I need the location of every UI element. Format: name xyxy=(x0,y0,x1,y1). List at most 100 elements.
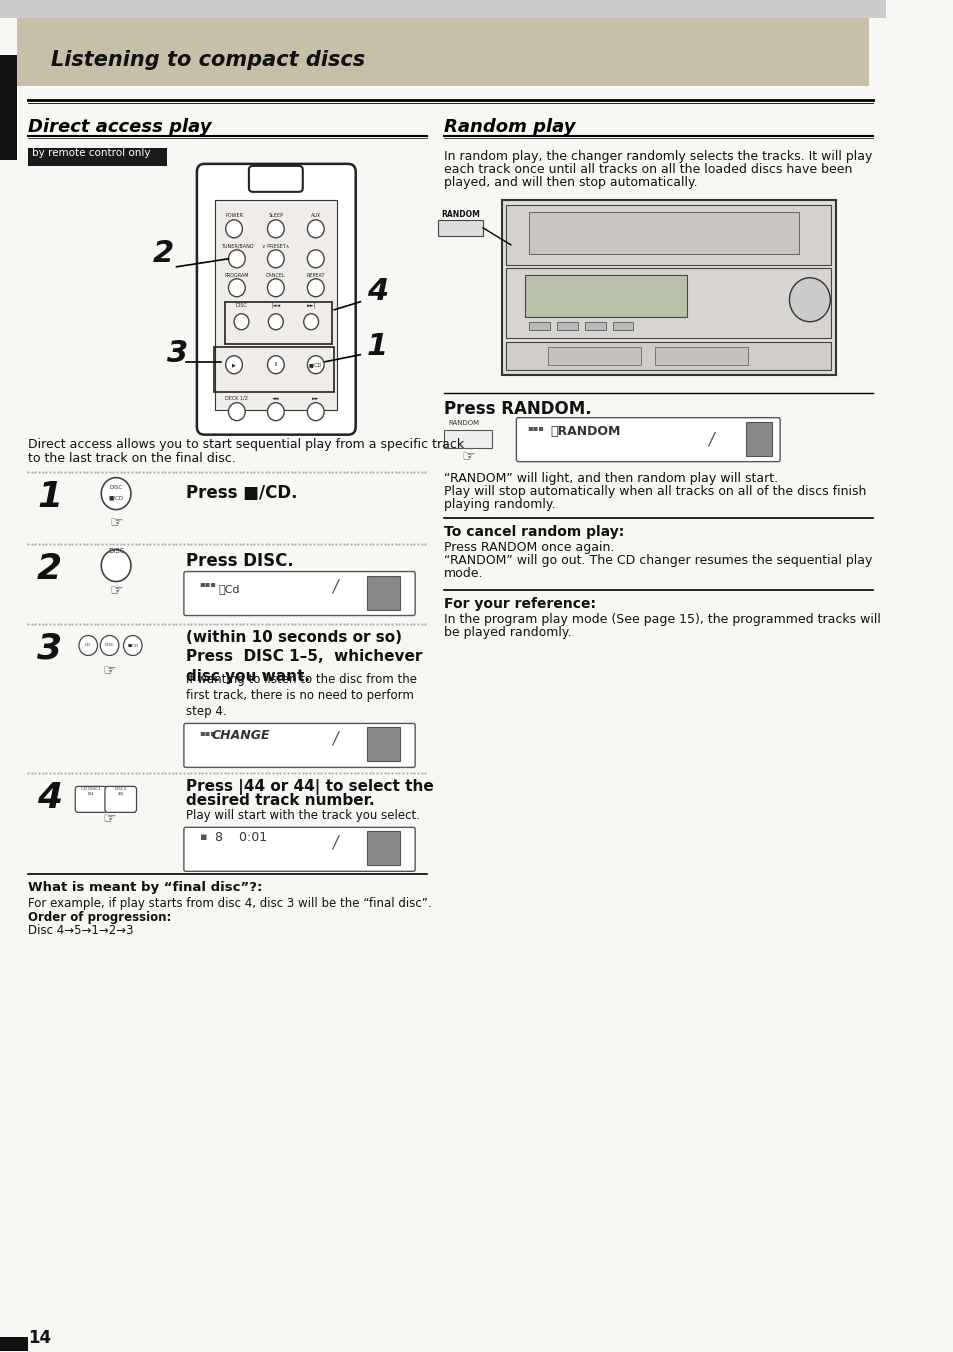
Text: Press RANDOM once again.: Press RANDOM once again. xyxy=(443,541,614,553)
Text: ▪▪▪: ▪▪▪ xyxy=(527,423,544,431)
Text: AUX: AUX xyxy=(311,212,320,218)
Circle shape xyxy=(267,356,284,373)
FancyBboxPatch shape xyxy=(0,55,17,160)
Text: /: / xyxy=(333,577,337,595)
Text: If wanting to listen to the disc from the
first track, there is no need to perfo: If wanting to listen to the disc from th… xyxy=(186,673,416,718)
Text: Listening to compact discs: Listening to compact discs xyxy=(51,50,365,70)
Text: (within 10 seconds or so)
Press  DISC 1–5,  whichever
disc you want.: (within 10 seconds or so) Press DISC 1–5… xyxy=(186,630,421,684)
FancyBboxPatch shape xyxy=(215,200,336,410)
Circle shape xyxy=(303,314,318,330)
Text: II: II xyxy=(274,362,277,368)
Text: ∨ PRESET∧: ∨ PRESET∧ xyxy=(262,243,289,249)
Text: Order of progression:: Order of progression: xyxy=(28,911,171,925)
Text: ▪: ▪ xyxy=(199,833,207,842)
Text: DECK 1/2: DECK 1/2 xyxy=(225,396,248,400)
Text: desired track number.: desired track number. xyxy=(186,794,374,808)
Text: ►►: ►► xyxy=(312,396,319,400)
Circle shape xyxy=(228,250,245,268)
Circle shape xyxy=(267,279,284,297)
Text: For your reference:: For your reference: xyxy=(443,596,596,611)
FancyBboxPatch shape xyxy=(184,827,415,871)
Text: ⌗Cd: ⌗Cd xyxy=(218,584,239,594)
FancyBboxPatch shape xyxy=(367,576,400,610)
Text: DISC: DISC xyxy=(110,485,123,491)
Text: mode.: mode. xyxy=(443,566,483,580)
Text: Direct access play: Direct access play xyxy=(28,118,212,137)
Text: 3: 3 xyxy=(37,631,62,665)
Circle shape xyxy=(228,279,245,297)
FancyBboxPatch shape xyxy=(105,787,136,813)
Text: ⌗RANDOM: ⌗RANDOM xyxy=(550,425,620,438)
FancyBboxPatch shape xyxy=(524,274,686,316)
Text: played, and will then stop automatically.: played, and will then stop automatically… xyxy=(443,176,697,189)
Text: be played randomly.: be played randomly. xyxy=(443,626,571,638)
Text: CD DISC1
|44: CD DISC1 |44 xyxy=(81,787,101,796)
Text: DISC: DISC xyxy=(108,548,124,553)
Text: ►►|: ►►| xyxy=(306,303,315,308)
Text: What is meant by “final disc”?:: What is meant by “final disc”?: xyxy=(28,882,262,894)
Circle shape xyxy=(307,220,324,238)
FancyBboxPatch shape xyxy=(184,572,415,615)
Circle shape xyxy=(226,220,242,238)
Circle shape xyxy=(307,279,324,297)
Circle shape xyxy=(268,314,283,330)
FancyBboxPatch shape xyxy=(506,206,830,265)
Text: Disc 4→5→1→2→3: Disc 4→5→1→2→3 xyxy=(28,925,133,937)
FancyBboxPatch shape xyxy=(184,723,415,768)
Circle shape xyxy=(123,635,142,656)
Text: Play will stop automatically when all tracks on all of the discs finish: Play will stop automatically when all tr… xyxy=(443,484,865,498)
Text: 1: 1 xyxy=(367,331,388,361)
FancyBboxPatch shape xyxy=(367,831,400,865)
Text: ☞: ☞ xyxy=(103,811,116,826)
FancyBboxPatch shape xyxy=(516,418,780,461)
Text: ■/CD: ■/CD xyxy=(127,644,138,648)
FancyBboxPatch shape xyxy=(557,322,578,330)
Text: Random play: Random play xyxy=(443,118,575,137)
Text: CANCEL: CANCEL xyxy=(266,273,285,277)
Text: ■/CD: ■/CD xyxy=(309,362,322,368)
Text: ▪▪▪: ▪▪▪ xyxy=(199,579,216,588)
Circle shape xyxy=(233,314,249,330)
Text: CD: CD xyxy=(85,644,91,648)
FancyBboxPatch shape xyxy=(547,346,640,365)
Text: by remote control only: by remote control only xyxy=(31,147,150,158)
FancyBboxPatch shape xyxy=(249,166,302,192)
FancyBboxPatch shape xyxy=(529,322,549,330)
Text: In the program play mode (See page 15), the programmed tracks will: In the program play mode (See page 15), … xyxy=(443,612,880,626)
Text: RANDOM: RANDOM xyxy=(440,210,479,219)
Text: 1: 1 xyxy=(37,480,62,514)
Text: RANDOM: RANDOM xyxy=(448,419,479,426)
Circle shape xyxy=(228,403,245,420)
FancyBboxPatch shape xyxy=(584,322,605,330)
FancyBboxPatch shape xyxy=(506,268,830,338)
Text: Direct access allows you to start sequential play from a specific track: Direct access allows you to start sequen… xyxy=(28,438,463,450)
Text: 4: 4 xyxy=(367,277,388,306)
Text: DISC2
44|: DISC2 44| xyxy=(114,787,127,796)
Text: /: / xyxy=(708,431,714,449)
Text: PROGRAM: PROGRAM xyxy=(224,273,249,277)
Text: Play will start with the track you select.: Play will start with the track you selec… xyxy=(186,810,419,822)
Text: DISC: DISC xyxy=(105,644,114,648)
Circle shape xyxy=(100,635,119,656)
Text: TUNER/BAND: TUNER/BAND xyxy=(220,243,253,249)
Text: In random play, the changer randomly selects the tracks. It will play: In random play, the changer randomly sel… xyxy=(443,150,871,162)
FancyBboxPatch shape xyxy=(0,1337,28,1351)
Circle shape xyxy=(79,635,97,656)
Text: POWER: POWER xyxy=(225,212,243,218)
FancyBboxPatch shape xyxy=(28,147,167,166)
FancyBboxPatch shape xyxy=(367,727,400,761)
FancyBboxPatch shape xyxy=(196,164,355,434)
Circle shape xyxy=(307,356,324,373)
Circle shape xyxy=(307,250,324,268)
FancyBboxPatch shape xyxy=(75,787,107,813)
Text: 3: 3 xyxy=(167,339,189,368)
Text: “RANDOM” will go out. The CD changer resumes the sequential play: “RANDOM” will go out. The CD changer res… xyxy=(443,553,871,566)
FancyBboxPatch shape xyxy=(17,18,868,87)
Text: Press ■/CD.: Press ■/CD. xyxy=(186,484,297,502)
Circle shape xyxy=(789,277,829,322)
FancyBboxPatch shape xyxy=(654,346,747,365)
Text: ◄◄: ◄◄ xyxy=(272,396,279,400)
Text: ☞: ☞ xyxy=(110,515,123,530)
Text: SLEEP: SLEEP xyxy=(268,212,283,218)
Text: ▶: ▶ xyxy=(232,362,235,368)
